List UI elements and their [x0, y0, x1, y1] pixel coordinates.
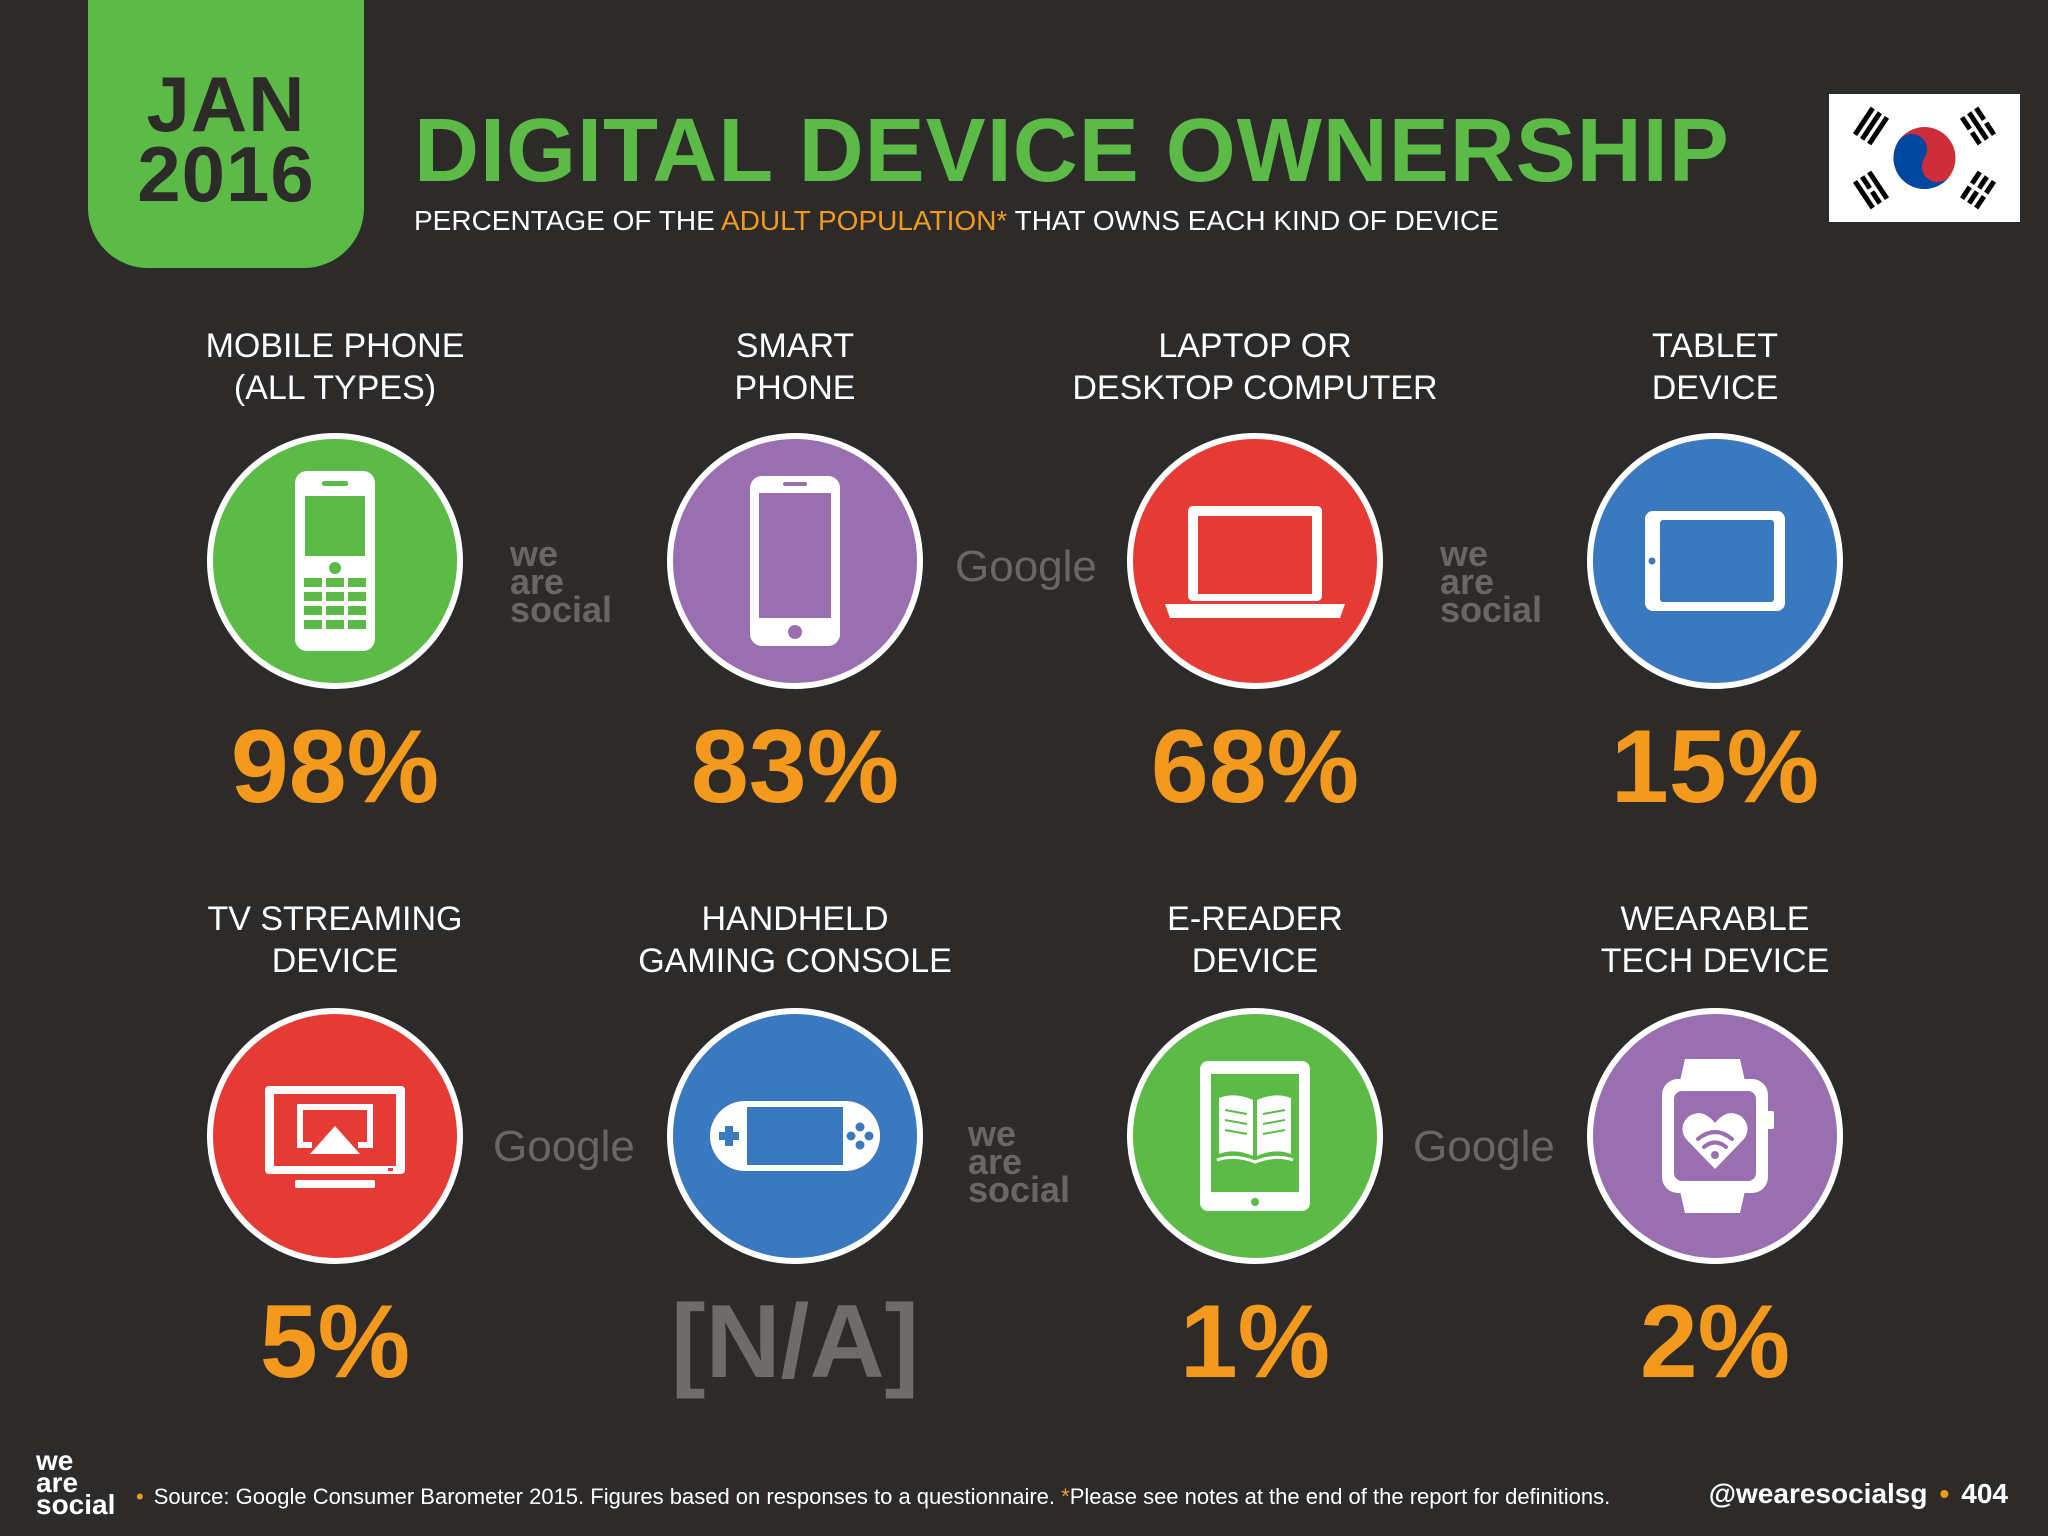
device-label-line-1: TABLET: [1652, 327, 1778, 365]
device-value: 2%: [1639, 1284, 1791, 1400]
device-value: 5%: [259, 1284, 411, 1400]
device-gaming-console: HANDHELD GAMING CONSOLE: [580, 898, 1010, 982]
device-value: [N/A]: [670, 1284, 920, 1400]
device-tv-streaming: TV STREAMING DEVICE: [120, 898, 550, 982]
date-year: 2016: [137, 130, 315, 218]
date-tab: JAN 2016: [88, 0, 364, 268]
device-mobile-phone: MOBILE PHONE (ALL TYPES): [120, 325, 550, 409]
footer-right: @wearesocialsg • 404: [1709, 1478, 2008, 1510]
device-wearable: WEARABLE TECH DEVICE: [1500, 898, 1930, 982]
device-label-line-1: E-READER: [1167, 900, 1343, 938]
south-korea-flag-icon: [1829, 94, 2020, 222]
watermark-google: Google: [493, 1122, 635, 1171]
page-number: 404: [1961, 1478, 2008, 1509]
device-label-line-1: TV STREAMING: [207, 900, 463, 938]
gaming-console-icon: [667, 1008, 923, 1264]
mobile-phone-icon: [207, 433, 463, 689]
device-label-line-2: GAMING CONSOLE: [638, 942, 952, 980]
device-label-line-2: DESKTOP COMPUTER: [1072, 369, 1438, 407]
page-subtitle: PERCENTAGE OF THE ADULT POPULATION* THAT…: [414, 205, 1499, 237]
laptop-icon: [1127, 433, 1383, 689]
device-label-line-2: DEVICE: [1191, 942, 1319, 980]
device-tablet: TABLET DEVICE: [1500, 325, 1930, 409]
footer-logo: we are social: [36, 1445, 116, 1520]
watermark-we-are-social: we are social: [968, 1113, 1071, 1210]
note-star: *: [1061, 1484, 1070, 1509]
watermark-google: Google: [1413, 1122, 1555, 1171]
device-value: 68%: [1150, 709, 1360, 825]
smartphone-icon: [667, 433, 923, 689]
device-value: 15%: [1610, 709, 1820, 825]
subtitle-pre: PERCENTAGE OF THE: [414, 205, 722, 236]
device-label-line-2: DEVICE: [1651, 369, 1779, 407]
device-label-line-2: (ALL TYPES): [233, 369, 437, 407]
device-laptop: LAPTOP OR DESKTOP COMPUTER: [1040, 325, 1470, 409]
page-title: DIGITAL DEVICE OWNERSHIP: [414, 101, 1730, 201]
source-text: Source: Google Consumer Barometer 2015. …: [153, 1484, 1062, 1509]
tablet-icon: [1587, 433, 1843, 689]
device-label-line-2: PHONE: [734, 369, 856, 407]
device-label-line-1: MOBILE PHONE: [205, 327, 465, 365]
tv-icon: [207, 1008, 463, 1264]
device-label-line-2: DEVICE: [271, 942, 399, 980]
footer-bullet: •: [136, 1484, 144, 1509]
device-smartphone: SMART PHONE: [580, 325, 1010, 409]
device-label-line-1: SMART: [735, 327, 855, 365]
smartwatch-icon: [1587, 1008, 1843, 1264]
watermark-google: Google: [955, 542, 1097, 591]
device-ereader: E-READER DEVICE: [1040, 898, 1470, 982]
date-month: JAN: [146, 60, 306, 148]
device-label-line-1: LAPTOP OR: [1158, 327, 1352, 365]
device-value: 98%: [230, 709, 440, 825]
footer-bullet: •: [1939, 1478, 1950, 1509]
subtitle-post: THAT OWNS EACH KIND OF DEVICE: [1007, 205, 1499, 236]
ereader-icon: [1127, 1008, 1383, 1264]
footer-source: • Source: Google Consumer Barometer 2015.…: [136, 1484, 1610, 1510]
device-label-line-2: TECH DEVICE: [1600, 942, 1830, 980]
watermark-we-are-social: we are social: [1440, 533, 1543, 630]
device-label-line-1: HANDHELD: [701, 900, 889, 938]
subtitle-highlight: ADULT POPULATION*: [721, 205, 1008, 236]
social-handle: @wearesocialsg: [1708, 1478, 1928, 1509]
watermark-we-are-social: we are social: [510, 533, 613, 630]
device-value: 1%: [1179, 1284, 1331, 1400]
device-label-line-1: WEARABLE: [1620, 900, 1810, 938]
note-text: Please see notes at the end of the repor…: [1069, 1484, 1611, 1509]
device-value: 83%: [690, 709, 900, 825]
